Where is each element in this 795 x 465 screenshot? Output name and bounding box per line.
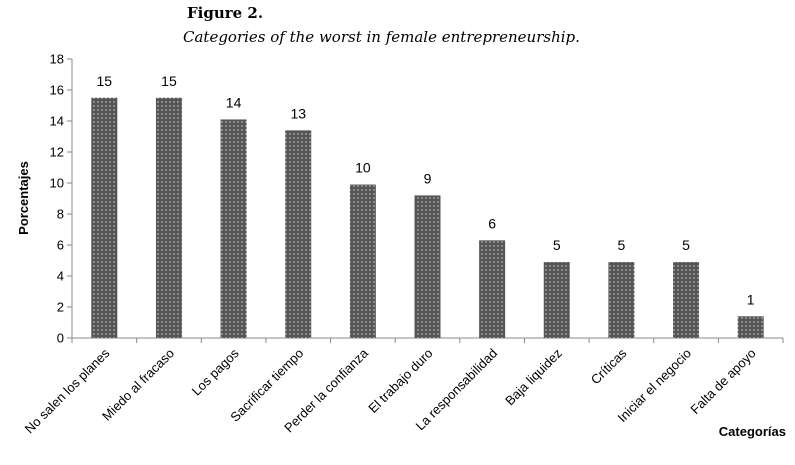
- data-label: 6: [488, 215, 496, 231]
- y-tick-label: 14: [50, 114, 64, 129]
- category-label: No salen los planes: [22, 345, 113, 436]
- category-label: Baja liquidez: [502, 346, 565, 409]
- bar: [543, 262, 570, 338]
- bar: [220, 119, 247, 338]
- y-tick-label: 12: [50, 145, 64, 160]
- data-label: 14: [226, 94, 242, 110]
- bars: [91, 97, 764, 338]
- data-label: 10: [355, 160, 371, 176]
- data-label: 15: [97, 73, 113, 89]
- category-label: Los pagos: [189, 345, 242, 398]
- y-axis: 0 2 4 6 8 10 12 14 16 18: [50, 52, 73, 346]
- y-axis-title: Porcentajes: [16, 161, 31, 235]
- bar: [285, 130, 312, 338]
- category-label: El trabajo duro: [365, 346, 435, 416]
- data-label: 5: [618, 237, 626, 253]
- bar: [414, 195, 441, 338]
- data-labels: 15 15 14 13 10 9 6 5 5 5 1: [97, 73, 755, 308]
- y-tick-label: 2: [57, 300, 64, 315]
- category-label: Falta de apoyo: [687, 346, 758, 417]
- data-label: 9: [424, 170, 432, 186]
- bar: [737, 316, 764, 338]
- y-tick-label: 8: [57, 207, 64, 222]
- y-tick-label: 10: [50, 176, 64, 191]
- y-tick-label: 4: [57, 269, 64, 284]
- figure-label: Figure 2.: [187, 4, 264, 22]
- y-tick-label: 0: [57, 331, 64, 346]
- bar: [479, 240, 506, 338]
- bar: [608, 262, 635, 338]
- x-axis: [71, 337, 784, 343]
- y-tick-label: 6: [57, 238, 64, 253]
- data-label: 15: [161, 73, 177, 89]
- figure-caption: Categories of the worst in female entrep…: [183, 28, 580, 46]
- bar: [349, 184, 376, 338]
- bar: [673, 262, 700, 338]
- bar: [91, 97, 118, 338]
- data-label: 5: [682, 237, 690, 253]
- category-label: Críticas: [588, 345, 630, 387]
- x-axis-title: Categorías: [719, 424, 786, 439]
- data-label: 5: [553, 237, 561, 253]
- y-tick-label: 18: [50, 52, 64, 67]
- bar: [155, 97, 182, 338]
- data-label: 13: [290, 105, 306, 121]
- y-tick-label: 16: [50, 83, 64, 98]
- data-label: 1: [747, 291, 755, 307]
